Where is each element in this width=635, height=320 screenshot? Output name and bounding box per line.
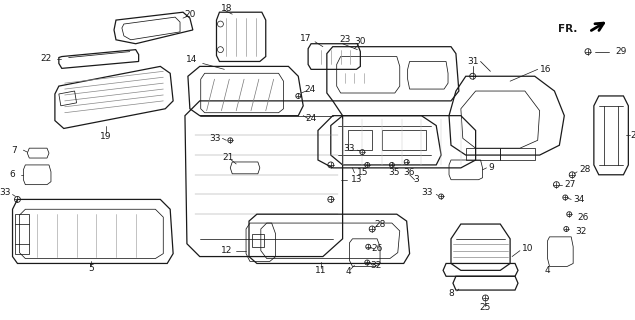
Text: 31: 31 — [467, 57, 478, 66]
Text: 18: 18 — [220, 4, 232, 13]
Text: 8: 8 — [448, 289, 454, 298]
Text: 4: 4 — [345, 267, 351, 276]
Text: FR.: FR. — [558, 24, 577, 34]
Text: 17: 17 — [300, 34, 311, 43]
Text: 13: 13 — [351, 175, 362, 184]
Text: 29: 29 — [615, 47, 627, 56]
Text: 22: 22 — [41, 54, 52, 63]
Text: 9: 9 — [488, 164, 494, 172]
Text: 26: 26 — [371, 244, 383, 253]
Text: 34: 34 — [573, 195, 585, 204]
Text: 32: 32 — [370, 261, 382, 270]
Text: 11: 11 — [315, 266, 326, 275]
Text: 36: 36 — [403, 168, 415, 177]
Text: 26: 26 — [577, 213, 589, 222]
Text: 24: 24 — [305, 114, 317, 123]
Text: 32: 32 — [575, 228, 587, 236]
Text: 33: 33 — [0, 188, 11, 197]
Text: 12: 12 — [221, 246, 232, 255]
Text: 5: 5 — [88, 264, 94, 273]
Text: 7: 7 — [11, 146, 17, 155]
Text: 14: 14 — [187, 55, 197, 64]
Text: 28: 28 — [375, 220, 385, 228]
Text: 35: 35 — [388, 168, 399, 177]
Text: 16: 16 — [540, 65, 551, 74]
Text: 21: 21 — [223, 153, 234, 162]
Text: 4: 4 — [545, 266, 551, 275]
Text: 2: 2 — [631, 131, 635, 140]
Text: 15: 15 — [357, 168, 368, 177]
Text: 25: 25 — [480, 303, 491, 312]
Text: 27: 27 — [565, 180, 576, 189]
Text: 10: 10 — [522, 244, 533, 253]
Text: 33: 33 — [209, 134, 220, 143]
Text: 24: 24 — [304, 84, 316, 93]
Text: 6: 6 — [10, 170, 15, 179]
Text: 20: 20 — [184, 10, 196, 19]
Text: 3: 3 — [413, 175, 419, 184]
Text: 33: 33 — [343, 144, 354, 153]
Text: 23: 23 — [339, 35, 351, 44]
Text: 30: 30 — [354, 37, 366, 46]
Text: 33: 33 — [422, 188, 433, 197]
Text: 19: 19 — [100, 132, 112, 141]
Text: 28: 28 — [579, 165, 591, 174]
